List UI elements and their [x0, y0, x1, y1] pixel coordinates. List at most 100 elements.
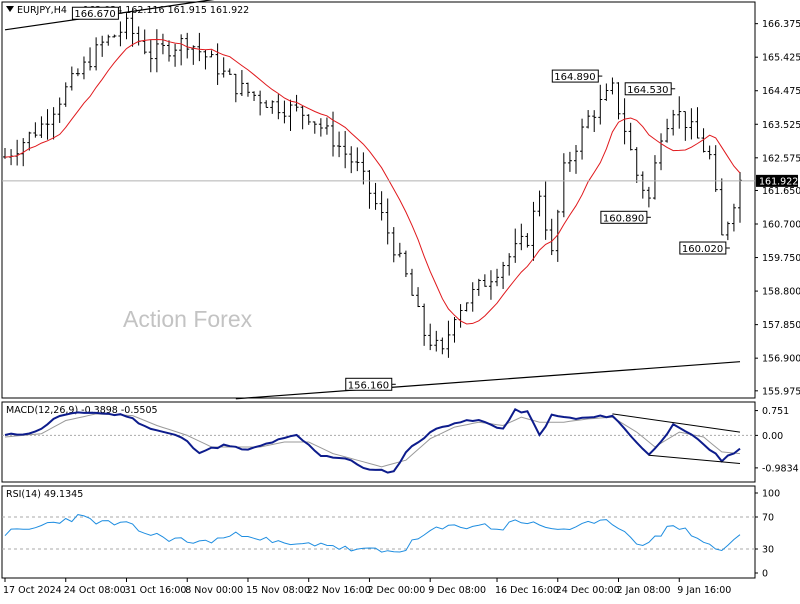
price-axis-label: 164.475	[762, 86, 800, 97]
ohlc-bar	[215, 43, 220, 85]
price-axis-label: 163.525	[762, 120, 800, 131]
ohlc-bar	[179, 34, 184, 66]
ohlc-bar	[397, 242, 402, 258]
time-axis-label: 8 Nov 00:00	[185, 585, 243, 596]
macd-axis-label: 0.751	[762, 406, 789, 417]
rsi-line	[4, 514, 741, 553]
ohlc-bar	[270, 100, 275, 114]
axis-layer: 166.375 165.425 164.475 163.525 162.575 161.6…	[3, 19, 800, 596]
ohlc-bar	[154, 29, 159, 73]
ohlc-bar	[434, 330, 439, 352]
ohlc-bar	[695, 107, 700, 139]
ohlc-bar	[312, 121, 317, 134]
ohlc-bar	[45, 109, 50, 140]
moving-average-line	[4, 38, 741, 325]
ohlc-bar	[318, 118, 323, 137]
ohlc-bar	[75, 68, 80, 77]
price-axis-label: 161.650	[762, 186, 800, 197]
ohlc-bar	[665, 118, 670, 143]
macd-layer	[2, 407, 755, 474]
ohlc-bar	[282, 100, 287, 124]
ohlc-bar	[652, 155, 657, 200]
ohlc-bar	[81, 56, 86, 80]
dropdown-triangle-icon[interactable]	[6, 6, 14, 12]
ohlc-bar	[148, 39, 153, 73]
ohlc-bar	[701, 128, 706, 153]
trendline	[235, 361, 741, 400]
rsi-axis-label: 0	[762, 569, 768, 580]
ohlc-bar	[555, 209, 560, 262]
time-axis-label: 15 Nov 08:00	[246, 585, 310, 596]
ohlc-bar	[33, 122, 38, 138]
chart-header: EURJPY,H4 162.024 162.116 161.915 161.92…	[6, 5, 249, 16]
rsi-layer	[2, 514, 755, 553]
ohlc-bar	[264, 100, 269, 108]
time-axis-label: 16 Dec 16:00	[495, 585, 559, 596]
price-axis-label: 155.975	[762, 386, 800, 397]
ohlc-bar	[659, 133, 664, 171]
ohlc-bar	[361, 152, 366, 185]
ohlc-bar	[488, 270, 493, 300]
price-axis-label: 162.575	[762, 153, 800, 164]
ohlc-bar	[355, 147, 360, 172]
ohlc-bar	[252, 91, 257, 102]
ohlc-bar	[440, 337, 445, 355]
price-layer	[2, 0, 755, 400]
ohlc-bar	[677, 96, 682, 129]
ohlc-bar	[124, 13, 129, 40]
ohlc-bar	[586, 110, 591, 129]
ohlc-bar	[422, 303, 427, 346]
price-axis-label: 158.800	[762, 287, 800, 298]
rsi-label: RSI(14) 49.1345	[6, 489, 83, 500]
ohlc-bar	[209, 50, 214, 58]
ohlc-bar	[531, 201, 536, 261]
trendline	[4, 0, 215, 31]
ohlc-bar	[258, 90, 263, 116]
macd-trendline	[648, 454, 741, 464]
ohlc-bar	[628, 122, 633, 151]
ohlc-bar	[501, 261, 506, 289]
ohlc-bar	[622, 98, 627, 145]
ohlc-bar	[245, 82, 250, 97]
price-panel	[1, 1, 756, 399]
ohlc-bar	[525, 233, 530, 248]
ohlc-bar	[300, 105, 305, 130]
ohlc-bar	[446, 320, 451, 358]
ohlc-bar	[367, 170, 372, 209]
ohlc-bar	[731, 203, 736, 232]
ohlc-bar	[567, 151, 572, 172]
ohlc-bar	[349, 146, 354, 174]
ohlc-bar	[173, 43, 178, 67]
time-axis-label: 2 Jan 08:00	[617, 585, 671, 596]
ohlc-bar	[167, 40, 172, 62]
ohlc-bar	[604, 83, 609, 101]
macd-axis-label: 0.00	[762, 431, 783, 442]
ohlc-bar	[646, 186, 651, 208]
ohlc-bar	[343, 130, 348, 169]
ohlc-bar	[185, 32, 190, 59]
price-annotation: 160.020	[679, 241, 730, 255]
time-axis-label: 9 Jan 16:00	[677, 585, 731, 596]
ohlc-bar	[385, 198, 390, 245]
rsi-axis-label: 70	[762, 513, 774, 524]
ohlc-bar	[719, 178, 724, 236]
ohlc-bar	[580, 118, 585, 160]
ohlc-bar	[112, 34, 117, 38]
ohlc-bar	[294, 94, 299, 112]
price-annotation-label: 160.890	[603, 213, 644, 224]
ohlc-bar	[592, 110, 597, 133]
ohlc-bar	[537, 190, 542, 217]
ohlc-bar	[118, 21, 123, 47]
ohlc-bar	[373, 182, 378, 210]
ohlc-bar	[57, 97, 62, 123]
ohlc-bar	[221, 57, 226, 78]
ohlc-bar	[610, 77, 615, 95]
macd-trendline	[612, 413, 741, 433]
price-annotation: 164.890	[551, 69, 603, 83]
ohlc-bar	[598, 84, 603, 125]
time-axis-label: 9 Dec 08:00	[428, 585, 486, 596]
ohlc-bar	[543, 181, 548, 240]
ohlc-bar	[561, 153, 566, 218]
ohlc-bar	[63, 82, 68, 107]
